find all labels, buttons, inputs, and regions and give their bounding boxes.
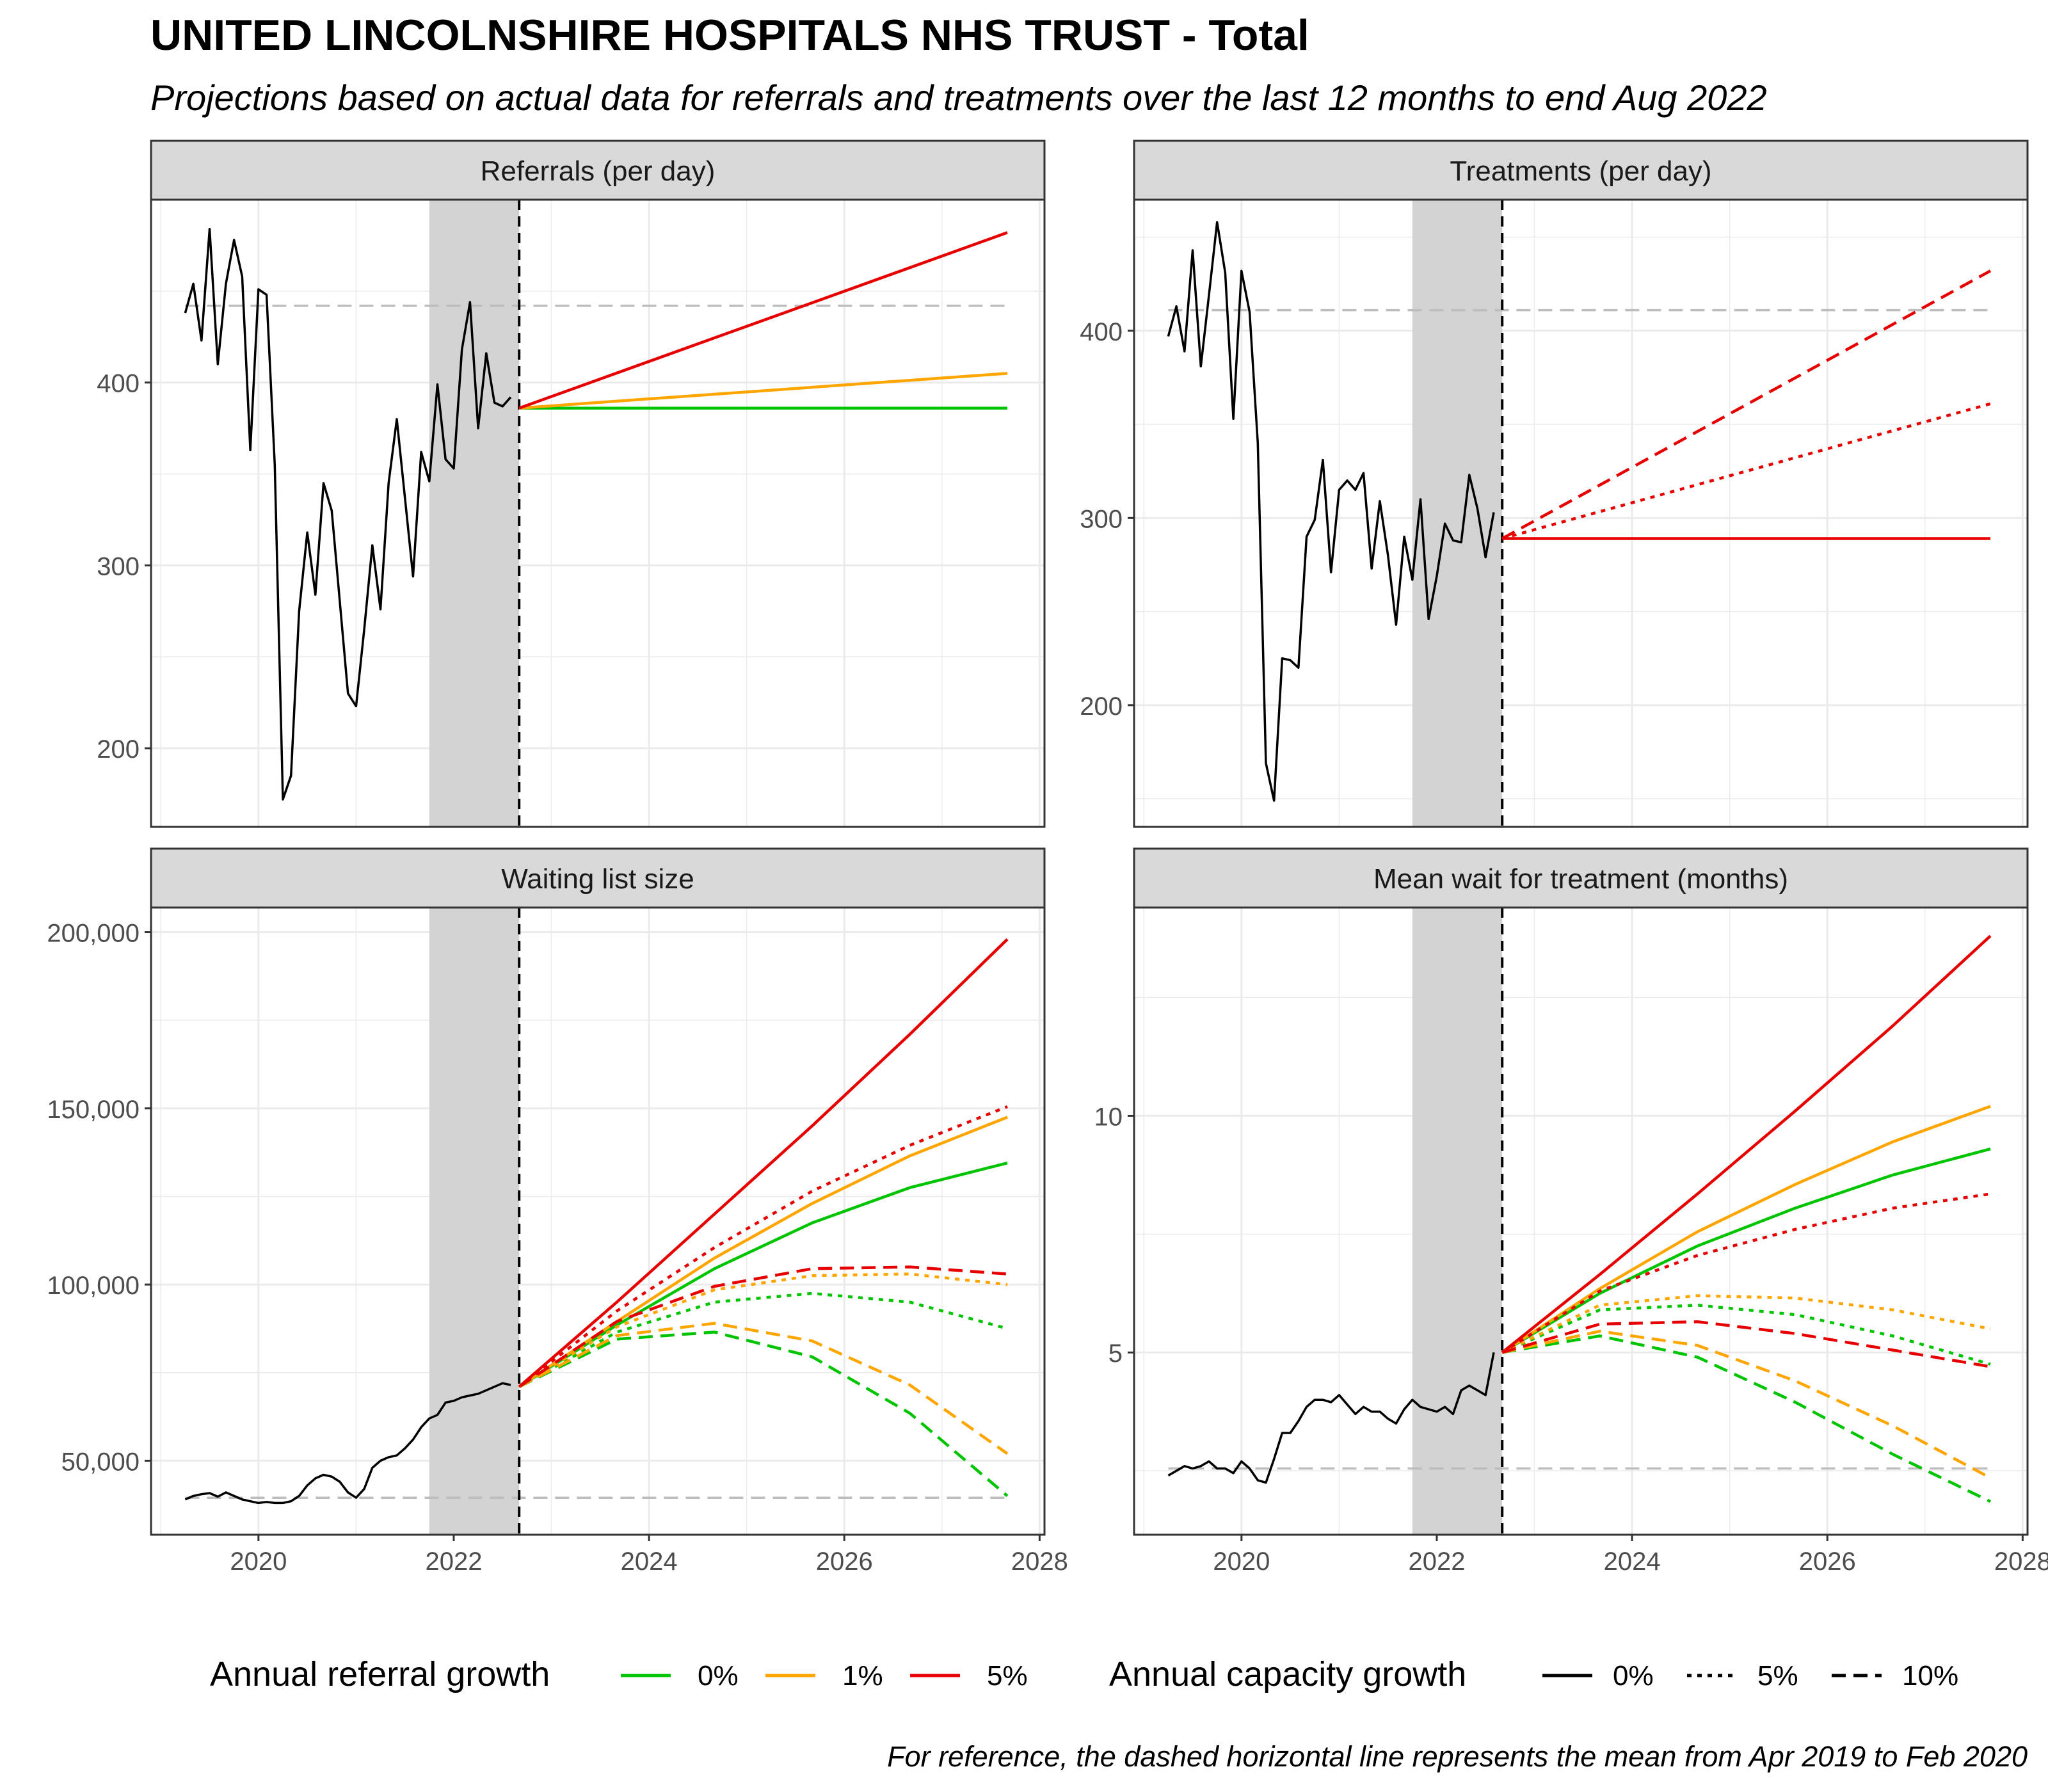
legend-label-referral-5: 5% (987, 1660, 1028, 1692)
panel-mean-wait-for-treatment-months-x-tick-label: 2022 (1408, 1548, 1465, 1576)
panel-waiting-list-size-series-referral-5-capacity-0 (518, 938, 1009, 1388)
panel-waiting-list-size-x-tick-label: 2022 (425, 1548, 482, 1576)
panel-treatments-per-day-series-referral-5-capacity-10 (1501, 269, 1992, 540)
panel-waiting-list-size-y-tick-label: 100,000 (47, 1272, 140, 1300)
panel-treatments-per-day-shaded-period (1412, 200, 1503, 827)
legend-capacity-title: Annual capacity growth (1109, 1655, 1466, 1693)
panel-treatments-per-day: Treatments (per day) 200 300 400 (1080, 140, 2029, 828)
panel-mean-wait-for-treatment-months-y-tick-label: 10 (1094, 1103, 1123, 1131)
panel-waiting-list-size-y-tick-label: 200,000 (47, 920, 140, 948)
panel-mean-wait-for-treatment-months-x-tick-label: 2028 (1994, 1548, 2048, 1576)
panel-waiting-list-size-border (150, 906, 1046, 1536)
panel-treatments-per-day-series-referral-5-capacity-5 (1501, 402, 1991, 540)
panel-mean-wait-for-treatment-months-x-tick-label: 2024 (1604, 1548, 1661, 1576)
panel-waiting-list-size-shaded-period (429, 908, 520, 1535)
legend-label-capacity-10: 10% (1902, 1660, 1958, 1692)
panel-waiting-list-size-x-tick-label: 2020 (230, 1548, 287, 1576)
panel-waiting-list-size-series-referral-5-capacity-10 (518, 1265, 1008, 1388)
panel-treatments-per-day-grid (1134, 200, 2028, 827)
panel-mean-wait-for-treatment-months-x-tick-label: 2026 (1799, 1548, 1856, 1576)
chart-caption: For reference, the dashed horizontal lin… (887, 1740, 2028, 1773)
panel-waiting-list-size-series-referral-0-capacity-5 (518, 1292, 1008, 1388)
panel-waiting-list-size-strip (150, 847, 1046, 909)
legend-label-referral-1: 1% (842, 1660, 883, 1692)
panel-mean-wait-for-treatment-months-series-referral-5-capacity-10 (1501, 1320, 1991, 1368)
panel-referrals-per-day-strip (150, 140, 1046, 201)
panel-mean-wait-for-treatment-months-series-referral-1-capacity-10 (1501, 1329, 1992, 1480)
panel-treatments-per-day-y-tick-label: 400 (1080, 318, 1123, 346)
panel-treatments-per-day-y-tick-label: 300 (1080, 505, 1123, 533)
legend-referral-title: Annual referral growth (210, 1655, 550, 1693)
panel-mean-wait-for-treatment-months-series-referral-1-capacity-0 (1501, 1105, 1991, 1354)
panel-waiting-list-size-series-referral-1-capacity-5 (518, 1272, 1008, 1388)
legend: Annual referral growth 0% 1% 5% Annual capac… (210, 1655, 1958, 1693)
panel-waiting-list-size-series-referral-0-capacity-10 (518, 1331, 1009, 1498)
panel-mean-wait-for-treatment-months-x-tick-label: 2020 (1213, 1548, 1270, 1576)
panel-referrals-per-day-y-tick-label: 300 (97, 552, 140, 580)
panel-referrals-per-day-shaded-period (429, 200, 520, 827)
panel-treatments-per-day-y-tick-label: 200 (1080, 692, 1123, 721)
panel-mean-wait-for-treatment-months-strip-title: Mean wait for treatment (months) (1373, 863, 1788, 895)
chart-subtitle: Projections based on actual data for ref… (150, 77, 1767, 118)
panel-waiting-list-size-x-tick-label: 2026 (816, 1548, 873, 1576)
panel-referrals-per-day-y-tick-label: 200 (97, 735, 140, 764)
panel-referrals-per-day-y-tick-label: 400 (97, 370, 140, 398)
panel-mean-wait-for-treatment-months-series-referral-5-capacity-5 (1501, 1192, 1991, 1354)
panel-waiting-list-size-x-tick-label: 2028 (1011, 1548, 1068, 1576)
legend-label-capacity-5: 5% (1757, 1660, 1798, 1692)
panel-mean-wait-for-treatment-months-grid (1134, 908, 2028, 1535)
panel-mean-wait-for-treatment-months-series-referral-5-capacity-0 (1501, 934, 1992, 1354)
panel-waiting-list-size-actual-series (184, 1382, 511, 1505)
panel-treatments-per-day-strip (1133, 140, 2029, 201)
panel-treatments-per-day-strip-title: Treatments (per day) (1450, 156, 1711, 187)
panel-mean-wait-for-treatment-months-shaded-period (1412, 908, 1503, 1535)
panel-mean-wait-for-treatment-months-series-referral-0-capacity-10 (1501, 1334, 1991, 1503)
panel-mean-wait-for-treatment-months-y-tick-label: 5 (1108, 1340, 1123, 1368)
panel-referrals-per-day-series-referral-5-capacity-0 (518, 231, 1008, 410)
panel-treatments-per-day-actual-series (1167, 221, 1495, 802)
panel-waiting-list-size-y-tick-label: 50,000 (61, 1448, 140, 1476)
panel-mean-wait-for-treatment-months-series-referral-0-capacity-0 (1501, 1148, 1991, 1354)
panel-waiting-list-size-grid (151, 908, 1044, 1535)
panel-mean-wait-for-treatment-months: Mean wait for treatment (months) 5 10 2020 2… (1094, 847, 2048, 1576)
panel-treatments-per-day-border (1133, 198, 2029, 828)
panel-waiting-list-size-strip-title: Waiting list size (501, 863, 694, 895)
panel-referrals-per-day-border (150, 198, 1046, 828)
legend-label-referral-0: 0% (698, 1660, 739, 1692)
panel-waiting-list-size-series-referral-1-capacity-10 (518, 1322, 1009, 1455)
chart-title: UNITED LINCOLNSHIRE HOSPITALS NHS TRUST … (150, 11, 1309, 60)
legend-label-capacity-0: 0% (1613, 1660, 1654, 1692)
panel-referrals-per-day-strip-title: Referrals (per day) (481, 156, 716, 187)
panel-referrals-per-day-actual-series (184, 227, 512, 801)
panel-waiting-list-size: Waiting list size 50,000 100,000 150,000 200… (47, 847, 1068, 1576)
panel-waiting-list-size-y-tick-label: 150,000 (47, 1096, 140, 1124)
panel-waiting-list-size-x-tick-label: 2024 (621, 1548, 678, 1576)
panel-referrals-per-day: Referrals (per day) 200 300 400 (97, 140, 1046, 828)
panel-mean-wait-for-treatment-months-border (1133, 906, 2029, 1536)
panel-waiting-list-size-series-referral-5-capacity-5 (518, 1105, 1008, 1388)
panel-referrals-per-day-series-referral-1-capacity-0 (519, 372, 1008, 410)
panel-mean-wait-for-treatment-months-actual-series (1167, 1352, 1495, 1484)
